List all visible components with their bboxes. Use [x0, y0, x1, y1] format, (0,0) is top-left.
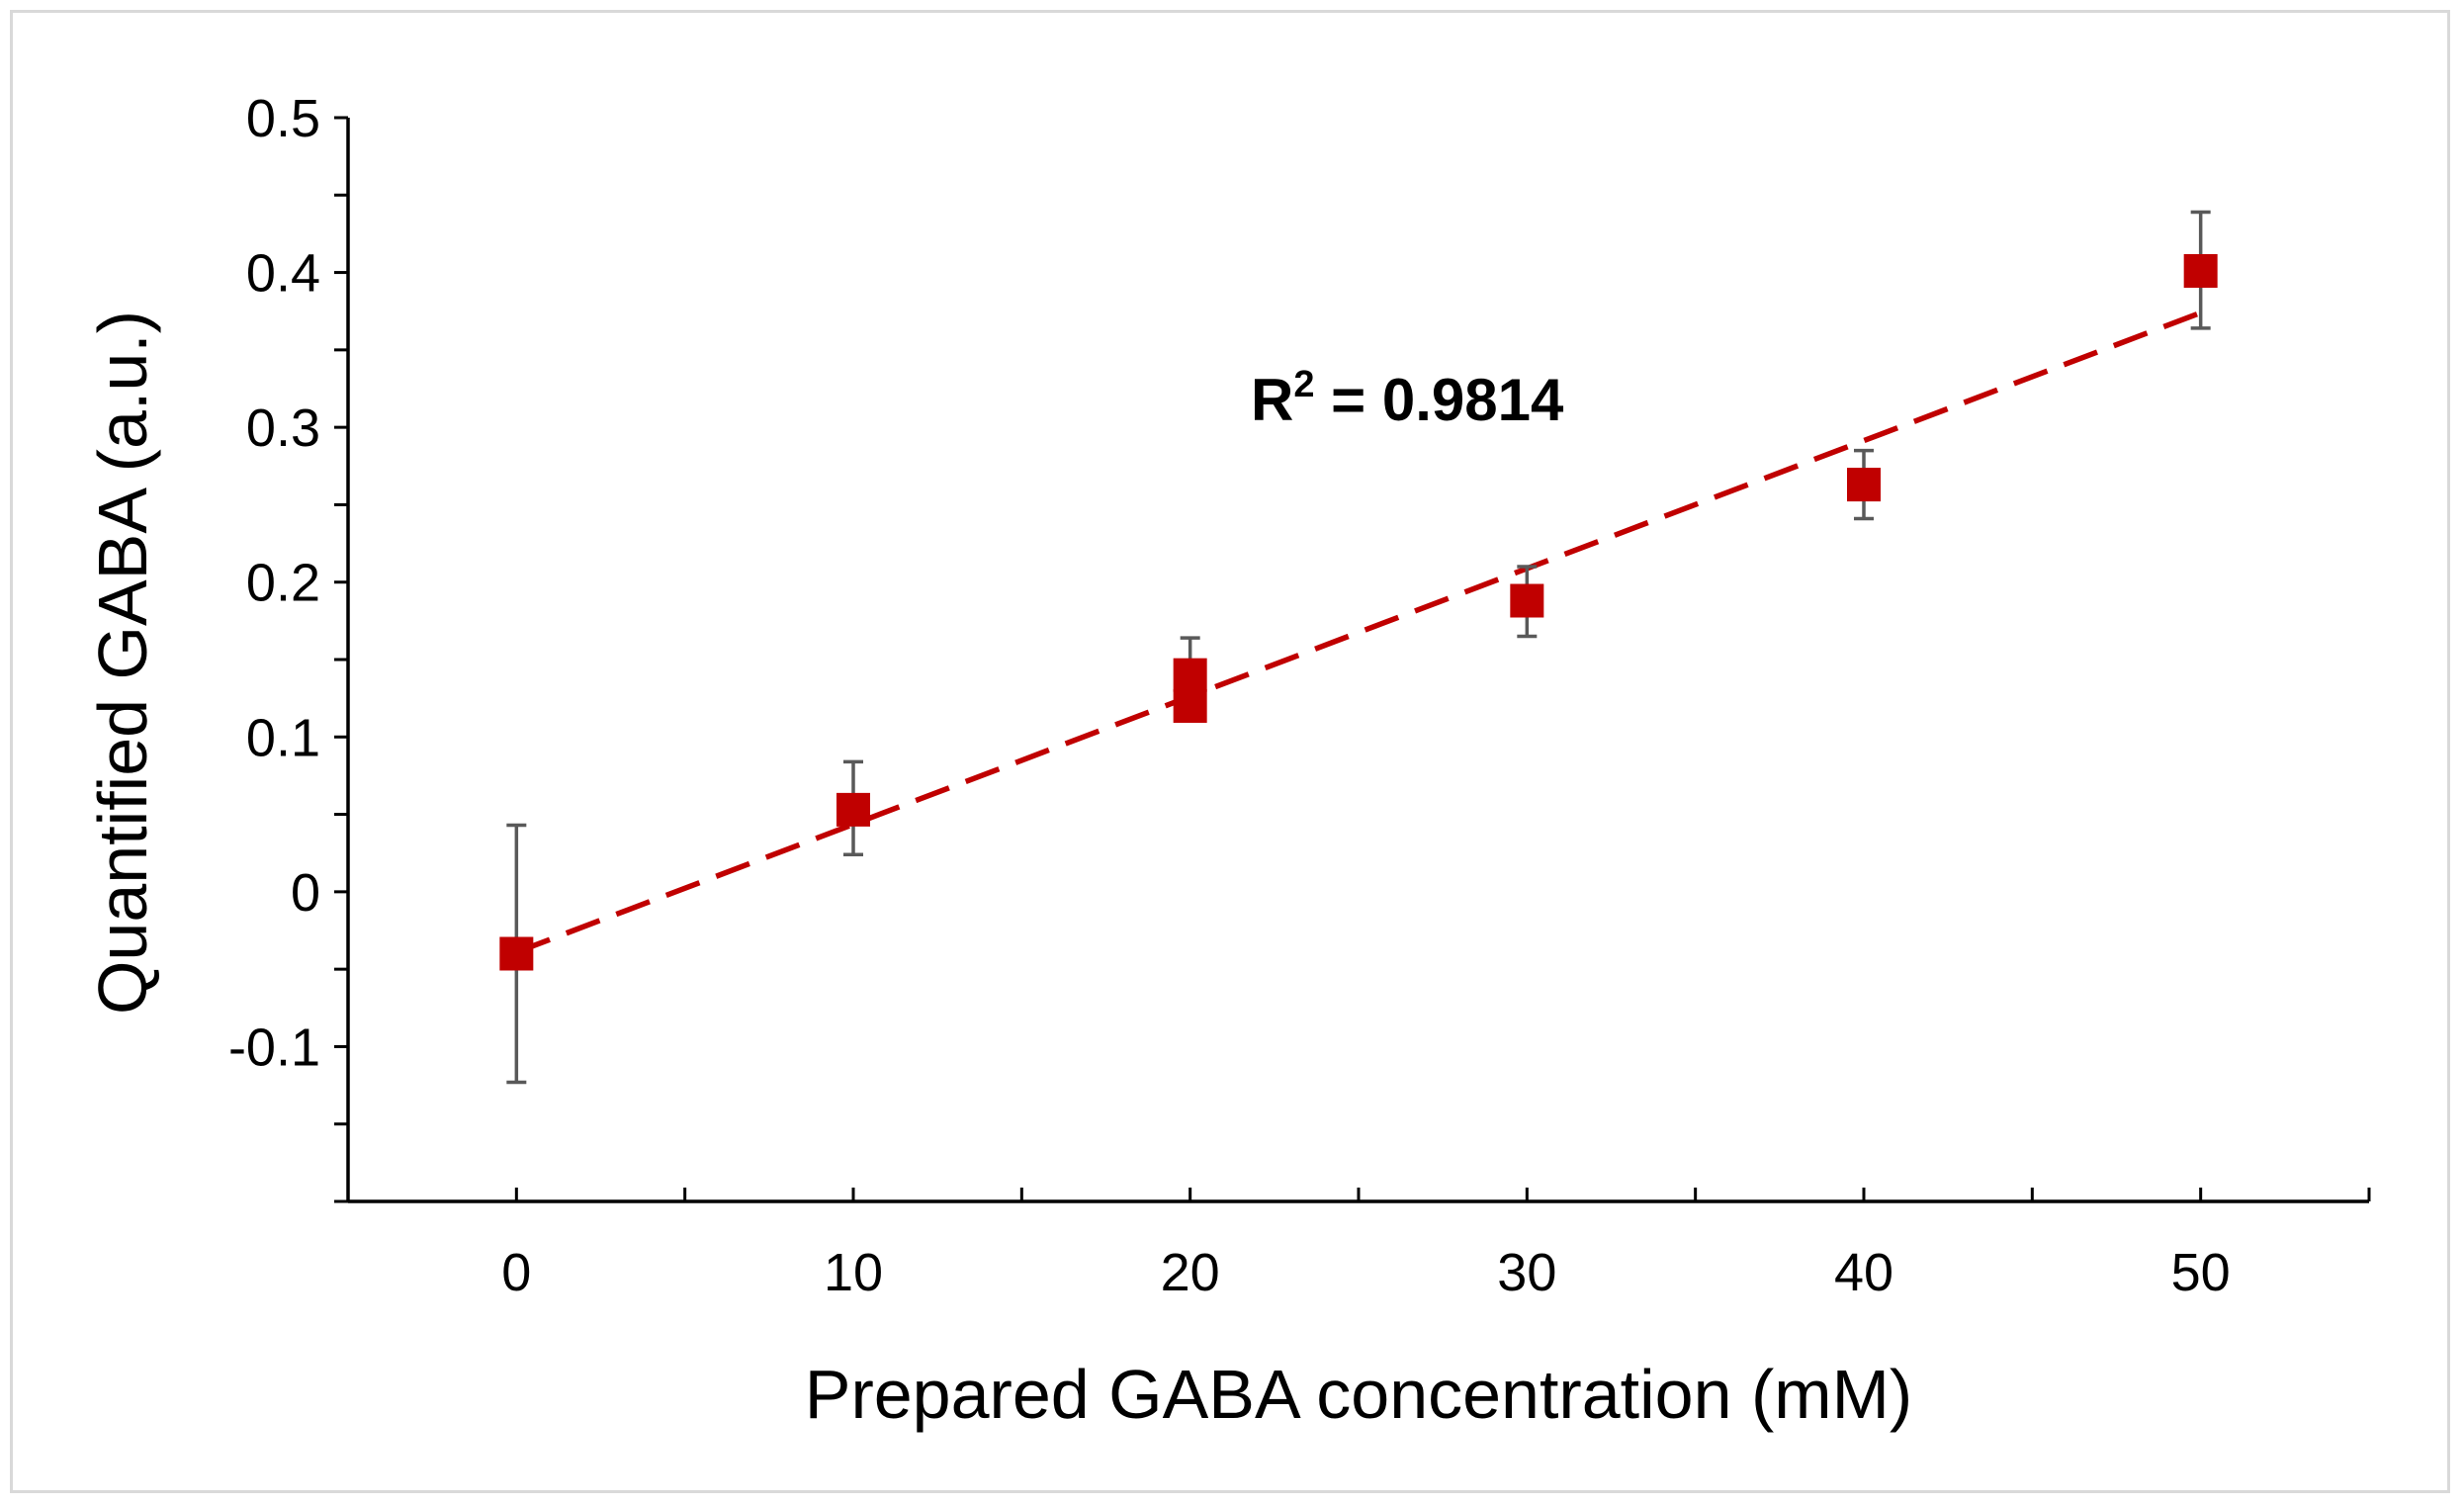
axes: [346, 118, 2369, 1203]
y-tick-label: 0: [291, 863, 320, 923]
y-tick-label: 0.4: [246, 244, 320, 304]
data-point-square: [2183, 254, 2218, 289]
y-ticks: -0.1 0 0.1 0.2 0.3 0.4 0.5: [228, 89, 348, 1203]
data-point-square: [1847, 468, 1881, 502]
trendline: [515, 310, 2202, 955]
r-squared-r: R: [1251, 367, 1293, 433]
r-squared-value: = 0.9814: [1314, 367, 1564, 433]
data-points: [499, 254, 2218, 971]
data-point-square: [1173, 658, 1207, 692]
r-squared-annotation: R2 = 0.9814: [1251, 364, 1564, 433]
y-tick-label: 0.3: [246, 398, 320, 458]
x-ticks: 0 10 20 30 40 50: [346, 1188, 2371, 1302]
error-bars: [506, 210, 2211, 1085]
data-point-square: [836, 792, 870, 827]
r-squared-sup: 2: [1293, 364, 1314, 405]
y-tick-label: 0.2: [246, 554, 320, 613]
y-tick-label: 0.5: [246, 89, 320, 148]
y-tick-label: -0.1: [228, 1018, 320, 1077]
data-point-square: [499, 936, 534, 971]
y-tick-label: 0.1: [246, 708, 320, 767]
data-point-square: [1510, 583, 1544, 618]
x-tick-label: 20: [1161, 1243, 1220, 1302]
x-tick-label: 0: [501, 1243, 531, 1302]
x-tick-label: 30: [1497, 1243, 1556, 1302]
x-tick-label: 40: [1834, 1243, 1893, 1302]
x-axis-title: Prepared GABA concentration (mM): [805, 1356, 1912, 1433]
data-point-square: [1173, 688, 1207, 723]
x-tick-label: 10: [824, 1243, 883, 1302]
y-axis-title: Quantified GABA (a.u.): [84, 310, 161, 1015]
trendline-layer: [515, 310, 2202, 955]
chart-frame: [10, 10, 2450, 1493]
x-tick-label: 50: [2171, 1243, 2231, 1302]
